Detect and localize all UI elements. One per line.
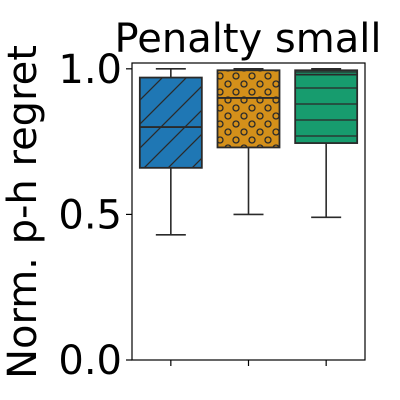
box-outline (138, 76, 203, 169)
box-1 (138, 68, 203, 236)
box-hatch (295, 70, 358, 144)
x-axis (170, 360, 327, 366)
box-outline (294, 69, 359, 144)
y-tick-label: 0.0 (58, 338, 122, 384)
chart-title: Penalty small (115, 16, 382, 62)
y-axis-label: Norm. p-h regret (0, 45, 46, 379)
plot-frame (131, 62, 366, 361)
box-outline (216, 69, 281, 149)
y-tick-label: 0.5 (58, 192, 122, 238)
box-2 (216, 68, 281, 216)
box-series (138, 68, 359, 236)
box-hatch (139, 77, 202, 168)
y-axis: 0.0 0.5 1.0 (58, 47, 132, 384)
y-tick-label: 1.0 (58, 47, 122, 93)
box-3 (294, 68, 359, 219)
box-hatch (217, 70, 280, 148)
